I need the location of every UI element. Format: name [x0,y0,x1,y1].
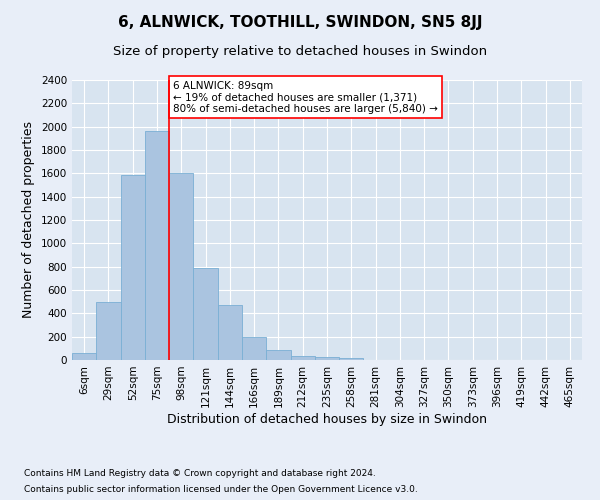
Bar [193,268,218,360]
X-axis label: Distribution of detached houses by size in Swindon: Distribution of detached houses by size … [167,412,487,426]
Bar [218,305,242,360]
Bar [169,174,193,360]
Text: Size of property relative to detached houses in Swindon: Size of property relative to detached ho… [113,45,487,58]
Bar [145,132,169,360]
Bar [339,358,364,360]
Y-axis label: Number of detached properties: Number of detached properties [22,122,35,318]
Text: Contains HM Land Registry data © Crown copyright and database right 2024.: Contains HM Land Registry data © Crown c… [24,468,376,477]
Bar [121,174,145,360]
Text: 6, ALNWICK, TOOTHILL, SWINDON, SN5 8JJ: 6, ALNWICK, TOOTHILL, SWINDON, SN5 8JJ [118,15,482,30]
Bar [266,350,290,360]
Bar [96,302,121,360]
Bar [72,353,96,360]
Text: 6 ALNWICK: 89sqm
← 19% of detached houses are smaller (1,371)
80% of semi-detach: 6 ALNWICK: 89sqm ← 19% of detached house… [173,80,437,114]
Text: Contains public sector information licensed under the Open Government Licence v3: Contains public sector information licen… [24,485,418,494]
Bar [242,336,266,360]
Bar [290,356,315,360]
Bar [315,357,339,360]
